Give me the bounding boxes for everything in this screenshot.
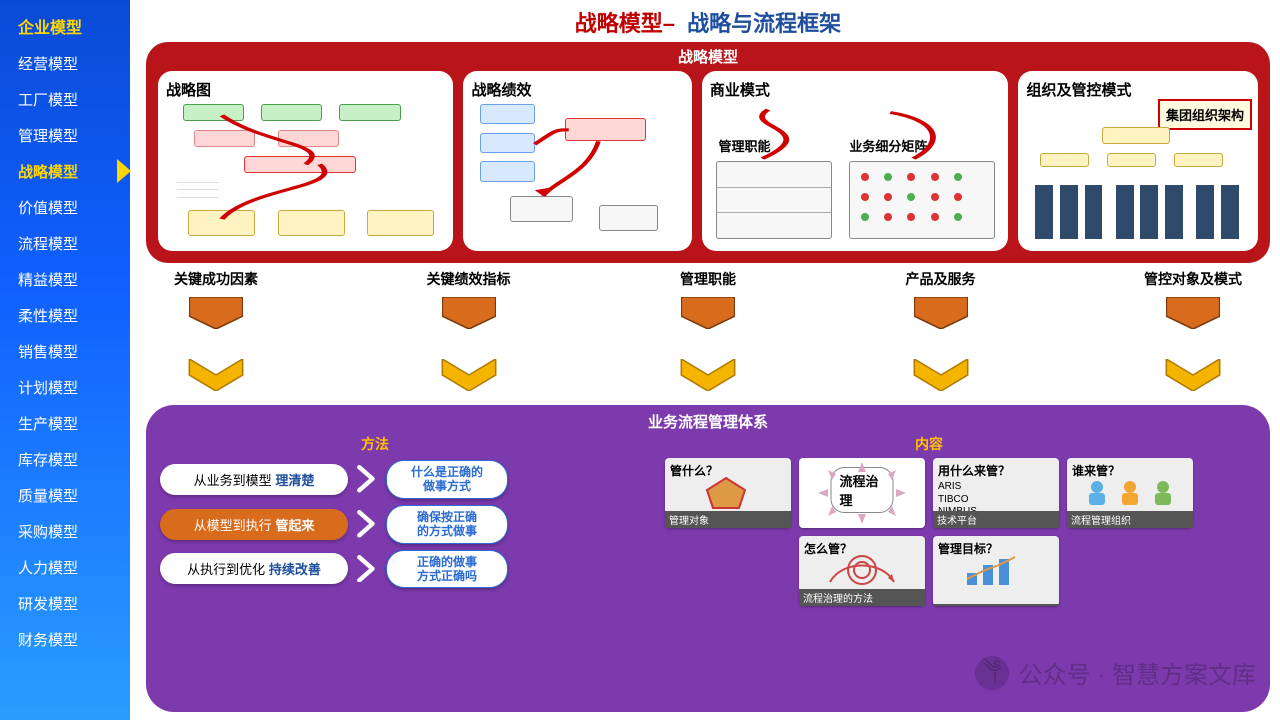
sidebar: 企业模型 经营模型 工厂模型 管理模型 战略模型 价值模型 流程模型 精益模型 … — [0, 0, 130, 720]
tile-footer: 流程管理组织 — [1067, 511, 1193, 528]
process-panel: 业务流程管理体系 方法 从业务到模型 理清楚 什么是正确的做事方式 从模型到执行… — [146, 405, 1270, 712]
mid-label: 关键成功因素 — [174, 269, 258, 289]
method-pill: 从业务到模型 理清楚 — [160, 464, 348, 495]
method-emph: 持续改善 — [269, 562, 321, 577]
sidebar-item-3[interactable]: 战略模型 — [0, 153, 130, 189]
title-left: 战略模型– — [575, 11, 675, 36]
content-heading: 内容 — [602, 434, 1256, 454]
process-panel-title: 业务流程管理体系 — [160, 411, 1256, 432]
sidebar-item-0[interactable]: 经营模型 — [0, 45, 130, 81]
methods-column: 方法 从业务到模型 理清楚 什么是正确的做事方式 从模型到执行 管起来 确 — [160, 434, 590, 594]
sidebar-item-6[interactable]: 精益模型 — [0, 261, 130, 297]
sidebar-item-8[interactable]: 销售模型 — [0, 333, 130, 369]
mid-col-2: 管理职能 — [679, 269, 737, 391]
tile-4: 怎么管？ 流程治理的方法 — [799, 536, 925, 606]
mid-label: 管控对象及模式 — [1144, 269, 1242, 289]
tile-title: 谁来管？ — [1072, 462, 1188, 479]
sidebar-item-5[interactable]: 流程模型 — [0, 225, 130, 261]
tile-footer: 管理对象 — [665, 511, 791, 528]
card-strategy-map: 战略图 —————————————————— — [158, 71, 453, 251]
sidebar-item-10[interactable]: 生产模型 — [0, 405, 130, 441]
methods-heading: 方法 — [160, 434, 590, 454]
title-right: 战略与流程框架 — [687, 11, 841, 36]
sidebar-item-7[interactable]: 柔性模型 — [0, 297, 130, 333]
chevron-down-icon — [187, 359, 245, 391]
strategy-panel-title: 战略模型 — [158, 46, 1258, 71]
sidebar-item-9[interactable]: 计划模型 — [0, 369, 130, 405]
sidebar-item-13[interactable]: 采购模型 — [0, 513, 130, 549]
mini-diagram-4 — [1026, 101, 1250, 245]
chevron-right-icon — [356, 465, 378, 493]
tile-5: 管理目标？ — [933, 536, 1059, 606]
method-pill: 从模型到执行 管起来 — [160, 509, 348, 540]
card-title: 战略图 — [166, 79, 445, 100]
mid-label: 关键绩效指标 — [427, 269, 511, 289]
sidebar-item-1[interactable]: 工厂模型 — [0, 81, 130, 117]
mid-col-1: 关键绩效指标 — [427, 269, 511, 391]
method-goal: 什么是正确的做事方式 — [386, 460, 508, 499]
method-goal: 确保按正确的方式做事 — [386, 505, 508, 544]
mini-diagram-1: —————————————————— — [166, 101, 445, 245]
pent-icon — [914, 297, 968, 329]
pent-icon — [189, 297, 243, 329]
method-goal: 正确的做事方式正确吗 — [386, 550, 508, 589]
main: 战略模型– 战略与流程框架 战略模型 战略图 —————————————— — [130, 0, 1280, 720]
mini-diagram-3: 管理职能 业务细分矩阵 — [710, 101, 1001, 245]
sidebar-top[interactable]: 企业模型 — [0, 6, 130, 45]
mini-diagram-2 — [471, 101, 683, 245]
mid-label: 管理职能 — [680, 269, 736, 289]
tile-2: 用什么来管？ ARIS TIBCO NIMBUS 技术平台 — [933, 458, 1059, 528]
card-business-model: 商业模式 管理职能 业务细分矩阵 — [702, 71, 1009, 251]
sidebar-item-4[interactable]: 价值模型 — [0, 189, 130, 225]
content-column: 内容 管什么？ 管理对象 流程治理 — [602, 434, 1256, 606]
card-org-governance: 组织及管控模式 集团组织架构 — [1018, 71, 1258, 251]
pent-icon — [681, 297, 735, 329]
card-title: 组织及管控模式 — [1026, 79, 1250, 100]
chevron-down-icon — [912, 359, 970, 391]
card-title: 战略绩效 — [471, 79, 683, 100]
tile-footer: 流程治理的方法 — [799, 589, 925, 606]
chevron-right-icon — [356, 510, 378, 538]
chevron-right-icon — [356, 555, 378, 583]
method-prefix: 从业务到模型 — [194, 473, 272, 488]
method-emph: 管起来 — [275, 518, 314, 533]
sidebar-item-2[interactable]: 管理模型 — [0, 117, 130, 153]
method-row-0: 从业务到模型 理清楚 什么是正确的做事方式 — [160, 460, 590, 499]
tile-list-0: ARIS — [938, 481, 1054, 494]
tile-list-1: TIBCO — [938, 494, 1054, 507]
strategy-panel: 战略模型 战略图 —————————————————— — [146, 42, 1270, 263]
page-title: 战略模型– 战略与流程框架 — [146, 0, 1270, 42]
card-title: 商业模式 — [710, 79, 1001, 100]
chevron-down-icon — [1164, 359, 1222, 391]
sidebar-item-16[interactable]: 财务模型 — [0, 621, 130, 657]
tile-footer: 技术平台 — [933, 511, 1059, 528]
method-prefix: 从执行到优化 — [187, 562, 265, 577]
chevron-down-icon — [440, 359, 498, 391]
method-row-1: 从模型到执行 管起来 确保按正确的方式做事 — [160, 505, 590, 544]
sidebar-item-14[interactable]: 人力模型 — [0, 549, 130, 585]
tile-title: 用什么来管？ — [938, 462, 1054, 479]
pent-icon — [1166, 297, 1220, 329]
tile-1: 流程治理 — [799, 458, 925, 528]
method-row-2: 从执行到优化 持续改善 正确的做事方式正确吗 — [160, 550, 590, 589]
pent-icon — [442, 297, 496, 329]
sidebar-item-15[interactable]: 研发模型 — [0, 585, 130, 621]
mid-col-4: 管控对象及模式 — [1144, 269, 1242, 391]
method-prefix: 从模型到执行 — [194, 518, 272, 533]
method-emph: 理清楚 — [275, 473, 314, 488]
card-strategy-kpi: 战略绩效 — [463, 71, 691, 251]
tile-0: 管什么？ 管理对象 — [665, 458, 791, 528]
sidebar-item-12[interactable]: 质量模型 — [0, 477, 130, 513]
tile-footer — [933, 604, 1059, 606]
mid-col-3: 产品及服务 — [906, 269, 976, 391]
middle-row: 关键成功因素 关键绩效指标 管理职能 产品及服务 管控对象及模式 — [146, 269, 1270, 391]
method-pill: 从执行到优化 持续改善 — [160, 553, 348, 584]
tile-3: 谁来管？ 流程管理组织 — [1067, 458, 1193, 528]
mid-col-0: 关键成功因素 — [174, 269, 258, 391]
chevron-down-icon — [679, 359, 737, 391]
sidebar-item-11[interactable]: 库存模型 — [0, 441, 130, 477]
mid-label: 产品及服务 — [906, 269, 976, 289]
